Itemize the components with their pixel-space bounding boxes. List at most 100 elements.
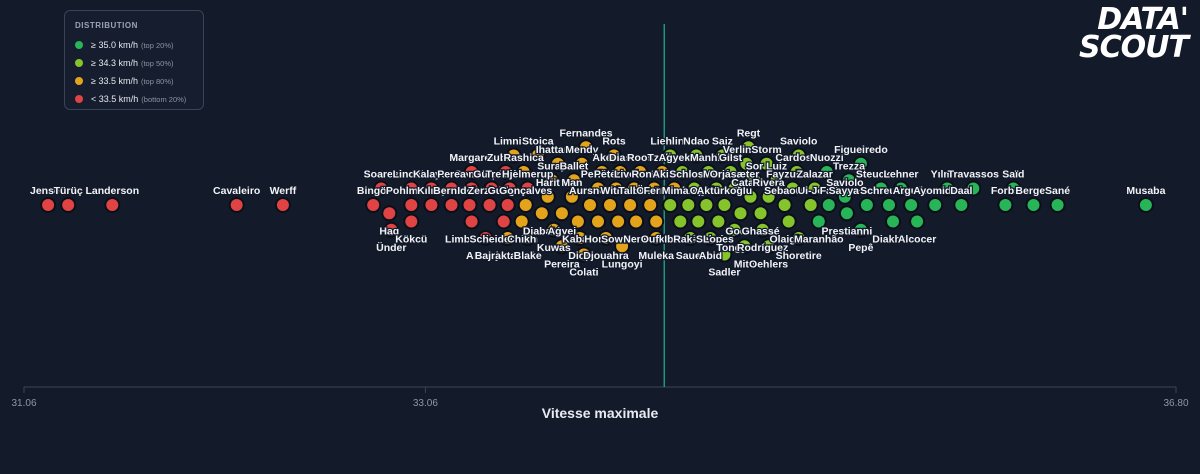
player-point[interactable]: [529, 147, 546, 164]
player-point[interactable]: [714, 147, 731, 164]
player-point[interactable]: [674, 164, 691, 180]
player-point[interactable]: [381, 205, 398, 222]
player-point[interactable]: [423, 197, 440, 213]
player-point[interactable]: [497, 164, 514, 180]
player-point[interactable]: [569, 213, 586, 230]
player-point[interactable]: [700, 164, 717, 180]
player-point[interactable]: [740, 139, 757, 156]
player-point[interactable]: [1005, 180, 1022, 197]
player-point[interactable]: [788, 164, 805, 180]
player-point[interactable]: [768, 172, 785, 189]
player-point[interactable]: [852, 221, 869, 238]
player-point[interactable]: [680, 197, 697, 213]
player-point[interactable]: [499, 197, 516, 213]
player-point[interactable]: [1049, 197, 1066, 213]
player-point[interactable]: [228, 197, 245, 213]
player-point[interactable]: [732, 205, 749, 222]
player-point[interactable]: [602, 197, 618, 213]
player-point[interactable]: [582, 197, 598, 213]
player-point[interactable]: [501, 180, 518, 197]
player-point[interactable]: [612, 164, 629, 180]
player-point[interactable]: [820, 197, 837, 213]
player-point[interactable]: [648, 213, 665, 230]
player-point[interactable]: [726, 180, 743, 197]
player-point[interactable]: [790, 147, 807, 164]
player-point[interactable]: [608, 180, 625, 197]
player-point[interactable]: [495, 213, 512, 230]
player-point[interactable]: [965, 180, 982, 197]
player-point[interactable]: [881, 197, 897, 213]
player-point[interactable]: [760, 188, 777, 205]
player-point[interactable]: [662, 197, 679, 213]
player-point[interactable]: [463, 164, 480, 180]
player-point[interactable]: [939, 180, 956, 197]
player-point[interactable]: [698, 197, 715, 213]
player-point[interactable]: [543, 172, 560, 189]
player-point[interactable]: [423, 180, 440, 197]
player-point[interactable]: [499, 230, 516, 246]
player-point[interactable]: [885, 213, 901, 230]
player-point[interactable]: [710, 213, 727, 230]
player-point[interactable]: [858, 197, 875, 213]
player-point[interactable]: [515, 164, 532, 180]
player-point[interactable]: [776, 197, 793, 213]
player-point[interactable]: [565, 172, 582, 189]
player-point[interactable]: [726, 221, 743, 238]
player-point[interactable]: [626, 180, 643, 197]
player-point[interactable]: [573, 155, 590, 172]
player-point[interactable]: [790, 230, 807, 246]
player-point[interactable]: [716, 197, 733, 213]
player-point[interactable]: [760, 238, 777, 255]
player-point[interactable]: [654, 164, 671, 180]
player-point[interactable]: [539, 188, 556, 205]
player-point[interactable]: [477, 230, 494, 246]
player-point[interactable]: [742, 188, 759, 205]
player-point[interactable]: [736, 238, 753, 255]
player-point[interactable]: [716, 246, 733, 263]
player-point[interactable]: [690, 213, 707, 230]
player-point[interactable]: [571, 230, 588, 246]
player-point[interactable]: [553, 238, 570, 255]
player-point[interactable]: [575, 246, 592, 263]
player-point[interactable]: [780, 213, 797, 230]
player-point[interactable]: [365, 197, 382, 213]
player-point[interactable]: [708, 180, 725, 197]
player-point[interactable]: [682, 230, 699, 246]
player-point[interactable]: [852, 155, 869, 172]
player-point[interactable]: [483, 180, 500, 197]
player-point[interactable]: [642, 197, 659, 213]
player-point[interactable]: [517, 197, 534, 213]
player-point[interactable]: [754, 221, 771, 238]
player-point[interactable]: [997, 197, 1014, 213]
player-point[interactable]: [953, 197, 970, 213]
player-point[interactable]: [274, 197, 291, 213]
player-point[interactable]: [672, 213, 689, 230]
player-point[interactable]: [443, 197, 460, 213]
player-point[interactable]: [702, 230, 719, 246]
player-point[interactable]: [403, 213, 420, 230]
player-point[interactable]: [545, 221, 562, 238]
player-point[interactable]: [443, 180, 460, 197]
player-point[interactable]: [758, 155, 775, 172]
player-point[interactable]: [519, 180, 536, 197]
player-point[interactable]: [40, 197, 57, 213]
player-point[interactable]: [513, 213, 530, 230]
player-point[interactable]: [648, 230, 665, 246]
player-point[interactable]: [836, 188, 853, 205]
player-point[interactable]: [909, 213, 926, 230]
player-point[interactable]: [614, 238, 631, 255]
player-point[interactable]: [598, 230, 614, 246]
player-point[interactable]: [590, 180, 606, 197]
player-point[interactable]: [563, 188, 580, 205]
player-point[interactable]: [628, 213, 645, 230]
player-point[interactable]: [549, 155, 566, 172]
player-point[interactable]: [873, 180, 889, 197]
player-point[interactable]: [893, 180, 909, 197]
player-point[interactable]: [481, 197, 498, 213]
player-point[interactable]: [802, 197, 819, 213]
player-point[interactable]: [519, 230, 536, 246]
player-point[interactable]: [688, 147, 705, 164]
player-point[interactable]: [686, 180, 703, 197]
player-point[interactable]: [403, 180, 420, 197]
player-point[interactable]: [1025, 197, 1042, 213]
